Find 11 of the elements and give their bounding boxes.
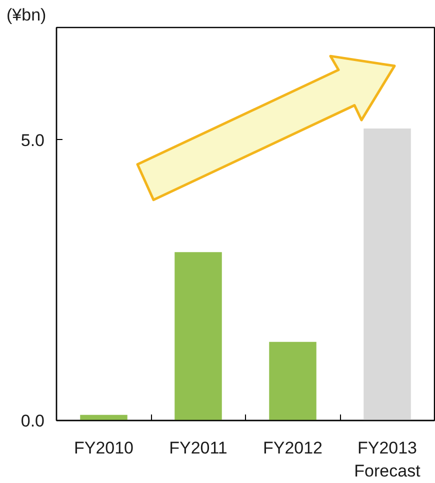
bar [174, 252, 222, 420]
y-axis-title: (¥bn) [6, 6, 46, 24]
y-tick-label: 5.0 [20, 130, 45, 150]
y-tick-label: 0.0 [20, 412, 45, 430]
x-tick-label: FY2013 Forecast [354, 438, 421, 480]
x-tick-label: FY2010 [74, 438, 134, 458]
x-tick-label: FY2012 [262, 438, 323, 458]
bar [80, 414, 128, 420]
x-tick-label: FY2011 [169, 438, 228, 458]
bar [364, 128, 411, 420]
bar [269, 342, 316, 420]
